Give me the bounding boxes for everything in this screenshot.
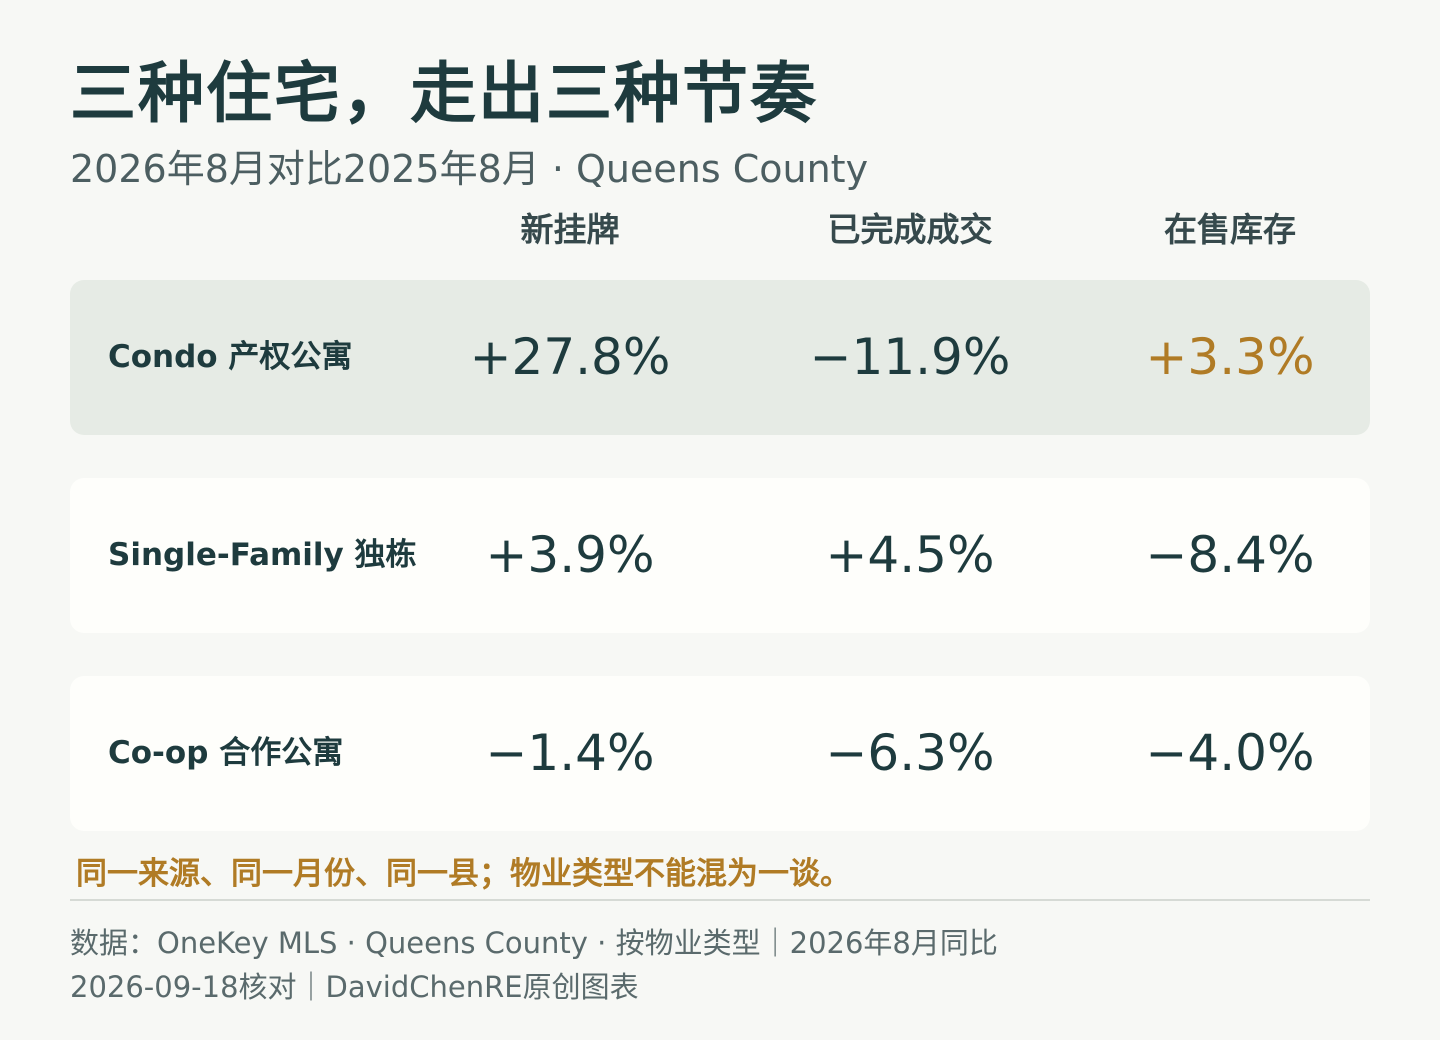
column-header-closed-sales: 已完成成交 (827, 210, 993, 249)
chart-title: 三种住宅，走出三种节奏 (70, 55, 818, 132)
cell-single-family-closed-sales: +4.5% (825, 526, 995, 584)
column-header-inventory: 在售库存 (1164, 210, 1296, 249)
row-label-single-family: Single-Family 独栋 (108, 537, 417, 573)
chart-subtitle: 2026年8月对比2025年8月 · Queens County (70, 147, 869, 191)
cell-coop-new-listings: −1.4% (485, 724, 655, 782)
cell-condo-closed-sales: −11.9% (809, 328, 1011, 386)
source-line-2: 2026-09-18核对｜DavidChenRE原创图表 (70, 970, 639, 1004)
row-label-coop: Co-op 合作公寓 (108, 735, 344, 771)
cell-coop-closed-sales: −6.3% (825, 724, 995, 782)
table-row-coop: Co-op 合作公寓 −1.4% −6.3% −4.0% (70, 676, 1370, 831)
table-row-single-family: Single-Family 独栋 +3.9% +4.5% −8.4% (70, 478, 1370, 633)
cell-coop-inventory: −4.0% (1145, 724, 1315, 782)
source-line-1: 数据：OneKey MLS · Queens County · 按物业类型｜20… (70, 926, 998, 960)
cell-condo-new-listings: +27.8% (469, 328, 671, 386)
chart-note: 同一来源、同一月份、同一县；物业类型不能混为一谈。 (76, 856, 851, 892)
cell-single-family-new-listings: +3.9% (485, 526, 655, 584)
footer-divider (70, 899, 1370, 901)
row-label-condo: Condo 产权公寓 (108, 339, 353, 375)
cell-single-family-inventory: −8.4% (1145, 526, 1315, 584)
column-header-new-listings: 新挂牌 (520, 210, 620, 249)
cell-condo-inventory: +3.3% (1145, 328, 1315, 386)
table-row-condo: Condo 产权公寓 +27.8% −11.9% +3.3% (70, 280, 1370, 435)
